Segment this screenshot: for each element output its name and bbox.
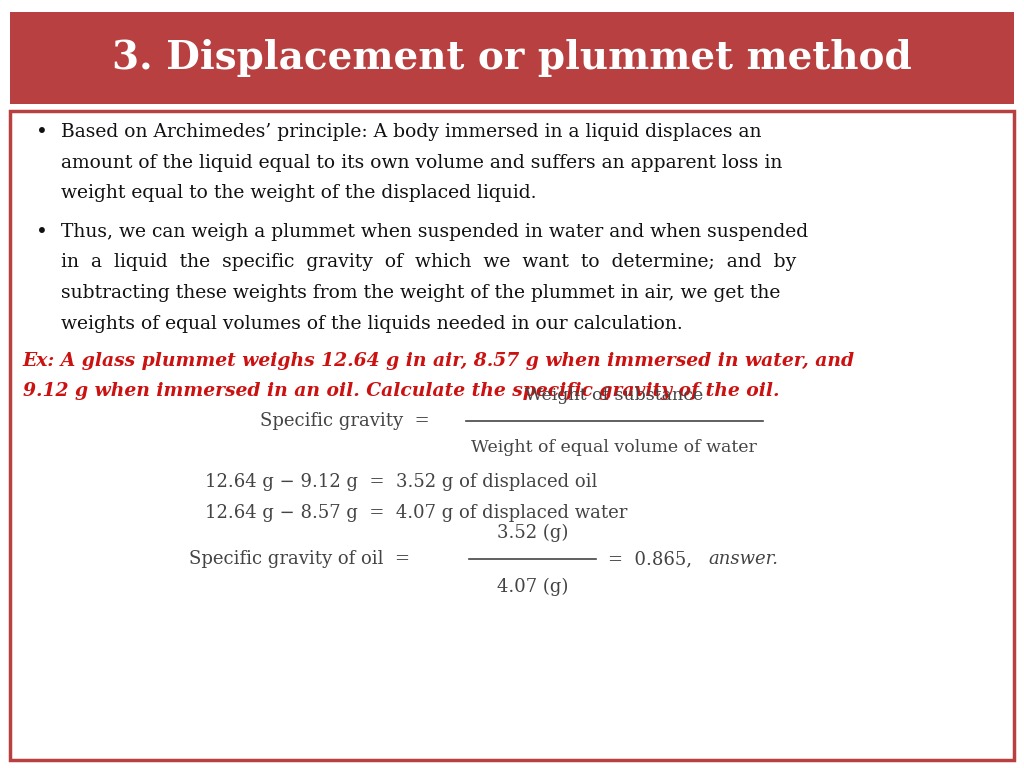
Text: 3. Displacement or plummet method: 3. Displacement or plummet method <box>112 38 912 77</box>
Text: Based on Archimedes’ principle: A body immersed in a liquid displaces an: Based on Archimedes’ principle: A body i… <box>61 123 762 141</box>
Text: =  0.865,: = 0.865, <box>608 550 703 568</box>
FancyBboxPatch shape <box>10 12 1014 104</box>
Text: 9.12 g when immersed in an oil. Calculate the specific gravity of the oil.: 9.12 g when immersed in an oil. Calculat… <box>23 382 779 400</box>
Text: in  a  liquid  the  specific  gravity  of  which  we  want  to  determine;  and : in a liquid the specific gravity of whic… <box>61 253 797 271</box>
Text: Specific gravity of oil  =: Specific gravity of oil = <box>188 550 410 568</box>
Text: amount of the liquid equal to its own volume and suffers an apparent loss in: amount of the liquid equal to its own vo… <box>61 154 782 171</box>
Text: •: • <box>36 223 48 242</box>
FancyBboxPatch shape <box>10 111 1014 760</box>
Text: weights of equal volumes of the liquids needed in our calculation.: weights of equal volumes of the liquids … <box>61 315 683 333</box>
Text: Weight of equal volume of water: Weight of equal volume of water <box>471 439 758 456</box>
Text: answer.: answer. <box>709 550 778 568</box>
Text: 12.64 g − 9.12 g  =  3.52 g of displaced oil: 12.64 g − 9.12 g = 3.52 g of displaced o… <box>205 473 597 492</box>
Text: 4.07 (g): 4.07 (g) <box>497 578 568 596</box>
Text: Ex: A glass plummet weighs 12.64 g in air, 8.57 g when immersed in water, and: Ex: A glass plummet weighs 12.64 g in ai… <box>23 352 855 369</box>
Text: Thus, we can weigh a plummet when suspended in water and when suspended: Thus, we can weigh a plummet when suspen… <box>61 223 809 240</box>
Text: subtracting these weights from the weight of the plummet in air, we get the: subtracting these weights from the weigh… <box>61 284 781 302</box>
Text: Specific gravity  =: Specific gravity = <box>260 412 430 430</box>
Text: •: • <box>36 123 48 142</box>
Text: Weight of substance: Weight of substance <box>525 387 703 404</box>
Text: weight equal to the weight of the displaced liquid.: weight equal to the weight of the displa… <box>61 184 537 202</box>
Text: 12.64 g − 8.57 g  =  4.07 g of displaced water: 12.64 g − 8.57 g = 4.07 g of displaced w… <box>205 504 627 522</box>
Text: 3.52 (g): 3.52 (g) <box>497 524 568 542</box>
